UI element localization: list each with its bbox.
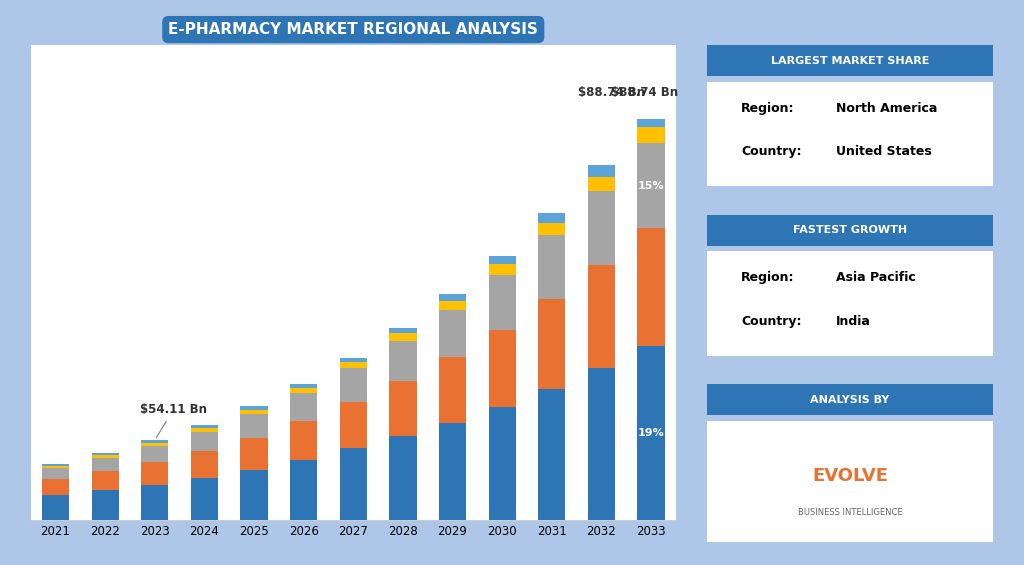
- Bar: [91, 453, 119, 455]
- Bar: [637, 228, 665, 346]
- Bar: [241, 406, 267, 410]
- Bar: [488, 275, 516, 330]
- Bar: [141, 462, 168, 485]
- Bar: [389, 328, 417, 333]
- Bar: [389, 341, 417, 381]
- Bar: [340, 368, 367, 402]
- Bar: [637, 144, 665, 228]
- Bar: [588, 368, 615, 520]
- Bar: [290, 393, 317, 421]
- Bar: [190, 432, 218, 451]
- Bar: [42, 466, 70, 468]
- Bar: [141, 440, 168, 442]
- Bar: [488, 264, 516, 275]
- Bar: [340, 402, 367, 449]
- Bar: [91, 455, 119, 458]
- Bar: [539, 235, 565, 299]
- Text: Region:: Region:: [741, 102, 795, 115]
- Text: 19%: 19%: [638, 428, 665, 438]
- Text: BUSINESS INTELLIGENCE: BUSINESS INTELLIGENCE: [798, 507, 902, 516]
- Bar: [588, 191, 615, 266]
- Bar: [439, 301, 466, 310]
- Bar: [141, 485, 168, 520]
- Bar: [190, 451, 218, 478]
- Text: EVOLVE: EVOLVE: [812, 467, 888, 485]
- Bar: [539, 213, 565, 223]
- Text: 15%: 15%: [638, 181, 665, 191]
- Text: $88.74 Bn: $88.74 Bn: [578, 86, 645, 99]
- Bar: [190, 425, 218, 428]
- Bar: [389, 381, 417, 436]
- Bar: [91, 458, 119, 471]
- Bar: [539, 299, 565, 389]
- Bar: [439, 423, 466, 520]
- Title: E-PHARMACY MARKET REGIONAL ANALYSIS: E-PHARMACY MARKET REGIONAL ANALYSIS: [168, 22, 539, 37]
- Bar: [290, 388, 317, 393]
- Legend: North America, Europe, Asia Pacific, South America, Middle East & Africa: North America, Europe, Asia Pacific, Sou…: [104, 563, 602, 565]
- Bar: [91, 490, 119, 520]
- Bar: [340, 362, 367, 368]
- Text: $88.74 Bn: $88.74 Bn: [611, 86, 679, 99]
- Bar: [42, 495, 70, 520]
- Bar: [539, 223, 565, 235]
- Bar: [141, 442, 168, 446]
- Bar: [290, 460, 317, 520]
- Text: Country:: Country:: [741, 145, 802, 158]
- Text: Country:: Country:: [741, 315, 802, 328]
- Text: LARGEST MARKET SHARE: LARGEST MARKET SHARE: [771, 56, 929, 66]
- Bar: [389, 333, 417, 341]
- Bar: [488, 257, 516, 264]
- Bar: [190, 478, 218, 520]
- Bar: [588, 266, 615, 368]
- Bar: [588, 166, 615, 177]
- Bar: [539, 389, 565, 520]
- Bar: [290, 384, 317, 388]
- Bar: [488, 330, 516, 407]
- Bar: [241, 470, 267, 520]
- Bar: [439, 294, 466, 301]
- Text: Region:: Region:: [741, 271, 795, 284]
- Bar: [42, 464, 70, 466]
- Bar: [637, 127, 665, 144]
- Bar: [42, 468, 70, 479]
- Text: North America: North America: [836, 102, 937, 115]
- Bar: [241, 410, 267, 414]
- Bar: [637, 119, 665, 127]
- Text: $54.11 Bn: $54.11 Bn: [140, 403, 207, 438]
- Bar: [42, 479, 70, 495]
- Bar: [241, 437, 267, 470]
- Bar: [637, 346, 665, 520]
- Text: ANALYSIS BY: ANALYSIS BY: [810, 395, 890, 405]
- Bar: [91, 471, 119, 490]
- Bar: [439, 357, 466, 423]
- Bar: [340, 358, 367, 362]
- Bar: [488, 407, 516, 520]
- Text: FASTEST GROWTH: FASTEST GROWTH: [793, 225, 907, 235]
- Bar: [290, 421, 317, 460]
- Text: Asia Pacific: Asia Pacific: [836, 271, 915, 284]
- Bar: [389, 436, 417, 520]
- Bar: [241, 414, 267, 437]
- Bar: [439, 310, 466, 357]
- Bar: [588, 177, 615, 191]
- Text: United States: United States: [836, 145, 932, 158]
- Text: India: India: [836, 315, 870, 328]
- Bar: [141, 446, 168, 462]
- Bar: [190, 428, 218, 432]
- Bar: [340, 449, 367, 520]
